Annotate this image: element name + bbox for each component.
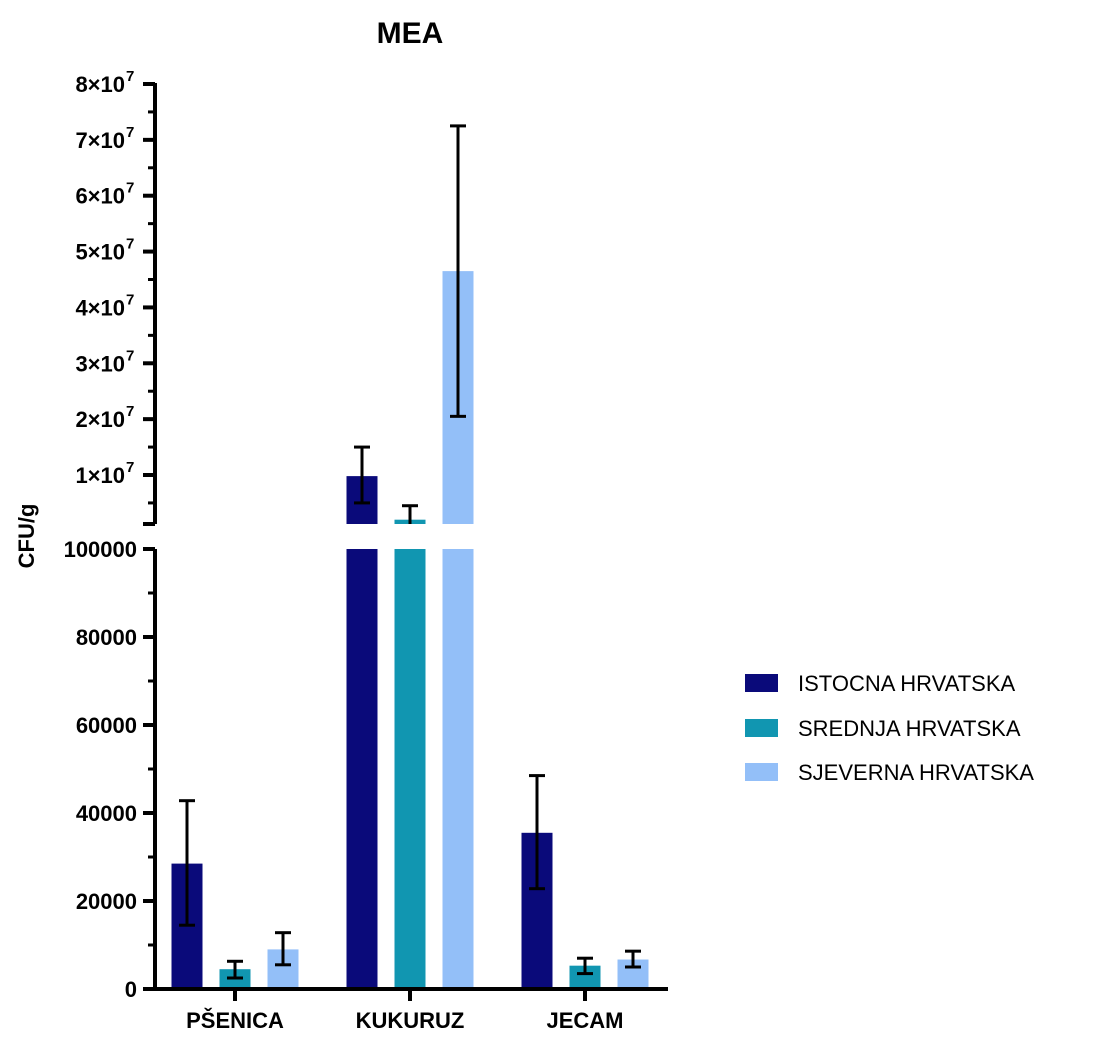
y-tick-label: 40000 bbox=[76, 801, 137, 826]
y-tick-label: 7×10 bbox=[75, 128, 125, 153]
y-tick-label: 60000 bbox=[76, 713, 137, 738]
x-tick-label: PŠENICA bbox=[186, 1008, 284, 1032]
bar-lower-part bbox=[442, 549, 474, 989]
y-tick-label: 3×10 bbox=[75, 351, 125, 376]
legend-swatch bbox=[745, 763, 778, 781]
legend-entry-label: SREDNJA HRVATSKA bbox=[798, 716, 1021, 741]
y-tick-label: 1×10 bbox=[75, 463, 125, 488]
y-tick-exponent: 7 bbox=[126, 347, 134, 364]
y-axis-label: CFU/g bbox=[14, 504, 39, 569]
y-tick-label: 6×10 bbox=[75, 184, 125, 209]
y-tick-label: 0 bbox=[125, 977, 137, 1002]
y-tick-exponent: 7 bbox=[126, 68, 134, 85]
y-tick-label: 4×10 bbox=[75, 295, 125, 320]
y-tick-label: 2×10 bbox=[75, 407, 125, 432]
legend-entry-label: SJEVERNA HRVATSKA bbox=[798, 760, 1034, 785]
x-tick-label: KUKURUZ bbox=[356, 1008, 465, 1032]
y-tick-exponent: 7 bbox=[126, 403, 134, 420]
bar bbox=[569, 965, 601, 989]
y-tick-label: 100000 bbox=[64, 537, 137, 562]
bar-lower-part bbox=[394, 549, 426, 989]
x-tick-label: JECAM bbox=[546, 1008, 623, 1032]
bar-lower-part bbox=[346, 549, 378, 989]
y-tick-exponent: 7 bbox=[126, 124, 134, 141]
y-tick-exponent: 7 bbox=[126, 236, 134, 253]
y-tick-exponent: 7 bbox=[126, 459, 134, 476]
y-tick-label: 80000 bbox=[76, 625, 137, 650]
chart-title: MEA bbox=[377, 17, 444, 50]
y-tick-label: 5×10 bbox=[75, 240, 125, 265]
y-tick-exponent: 7 bbox=[126, 291, 134, 308]
y-tick-label: 8×10 bbox=[75, 72, 125, 97]
y-tick-exponent: 7 bbox=[126, 180, 134, 197]
legend-swatch bbox=[745, 719, 778, 737]
legend-swatch bbox=[745, 674, 778, 692]
legend: ISTOCNA HRVATSKA SREDNJA HRVATSKA SJEVERNA… bbox=[745, 671, 1034, 785]
y-tick-label: 20000 bbox=[76, 889, 137, 914]
legend-entry-label: ISTOCNA HRVATSKA bbox=[798, 671, 1016, 696]
